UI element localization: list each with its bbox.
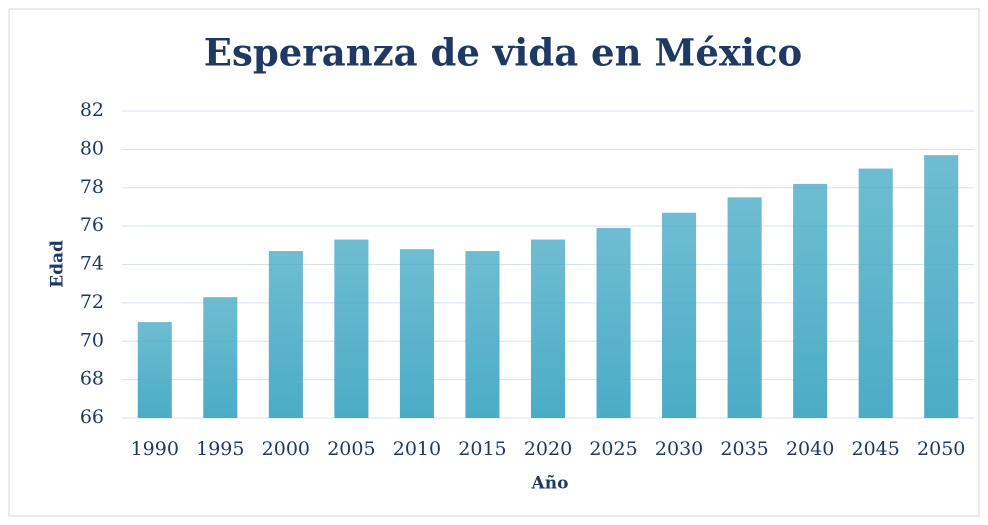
bar [924, 155, 959, 418]
x-tick-label: 2040 [786, 438, 834, 460]
y-tick-label: 76 [80, 214, 104, 236]
chart-title: Esperanza de vida en México [204, 31, 802, 75]
y-axis-title: Edad [48, 240, 68, 288]
y-tick-label: 78 [80, 176, 104, 198]
x-tick-label: 1995 [196, 438, 244, 460]
bar [662, 212, 697, 418]
y-tick-label: 74 [80, 253, 104, 275]
x-tick-label: 2030 [655, 438, 703, 460]
x-tick-label: 2010 [393, 438, 441, 460]
bar [858, 168, 893, 418]
y-tick-label: 80 [80, 137, 104, 159]
x-tick-label: 2050 [917, 438, 965, 460]
bar [334, 239, 369, 418]
x-tick-label: 2000 [262, 438, 310, 460]
bar [203, 297, 238, 418]
x-tick-label: 2025 [589, 438, 637, 460]
bar [530, 239, 566, 418]
x-axis-title: Año [531, 474, 569, 494]
bar [596, 228, 631, 418]
bar [137, 322, 172, 418]
chart-border [8, 8, 980, 517]
y-tick-label: 70 [80, 329, 104, 351]
x-tick-label: 2045 [852, 438, 900, 460]
y-tick-label: 66 [80, 406, 104, 428]
y-tick-label: 82 [80, 99, 104, 121]
bar [399, 249, 434, 418]
bar [727, 197, 762, 418]
x-tick-label: 2015 [458, 438, 506, 460]
x-tick-label: 1990 [131, 438, 179, 460]
x-tick-label: 2035 [720, 438, 768, 460]
bar [465, 251, 500, 418]
x-tick-label: 2020 [524, 438, 572, 460]
y-tick-label: 68 [80, 368, 104, 390]
y-tick-label: 72 [80, 291, 104, 313]
x-tick-label: 2005 [327, 438, 375, 460]
bar [268, 251, 303, 418]
bar [793, 183, 828, 418]
